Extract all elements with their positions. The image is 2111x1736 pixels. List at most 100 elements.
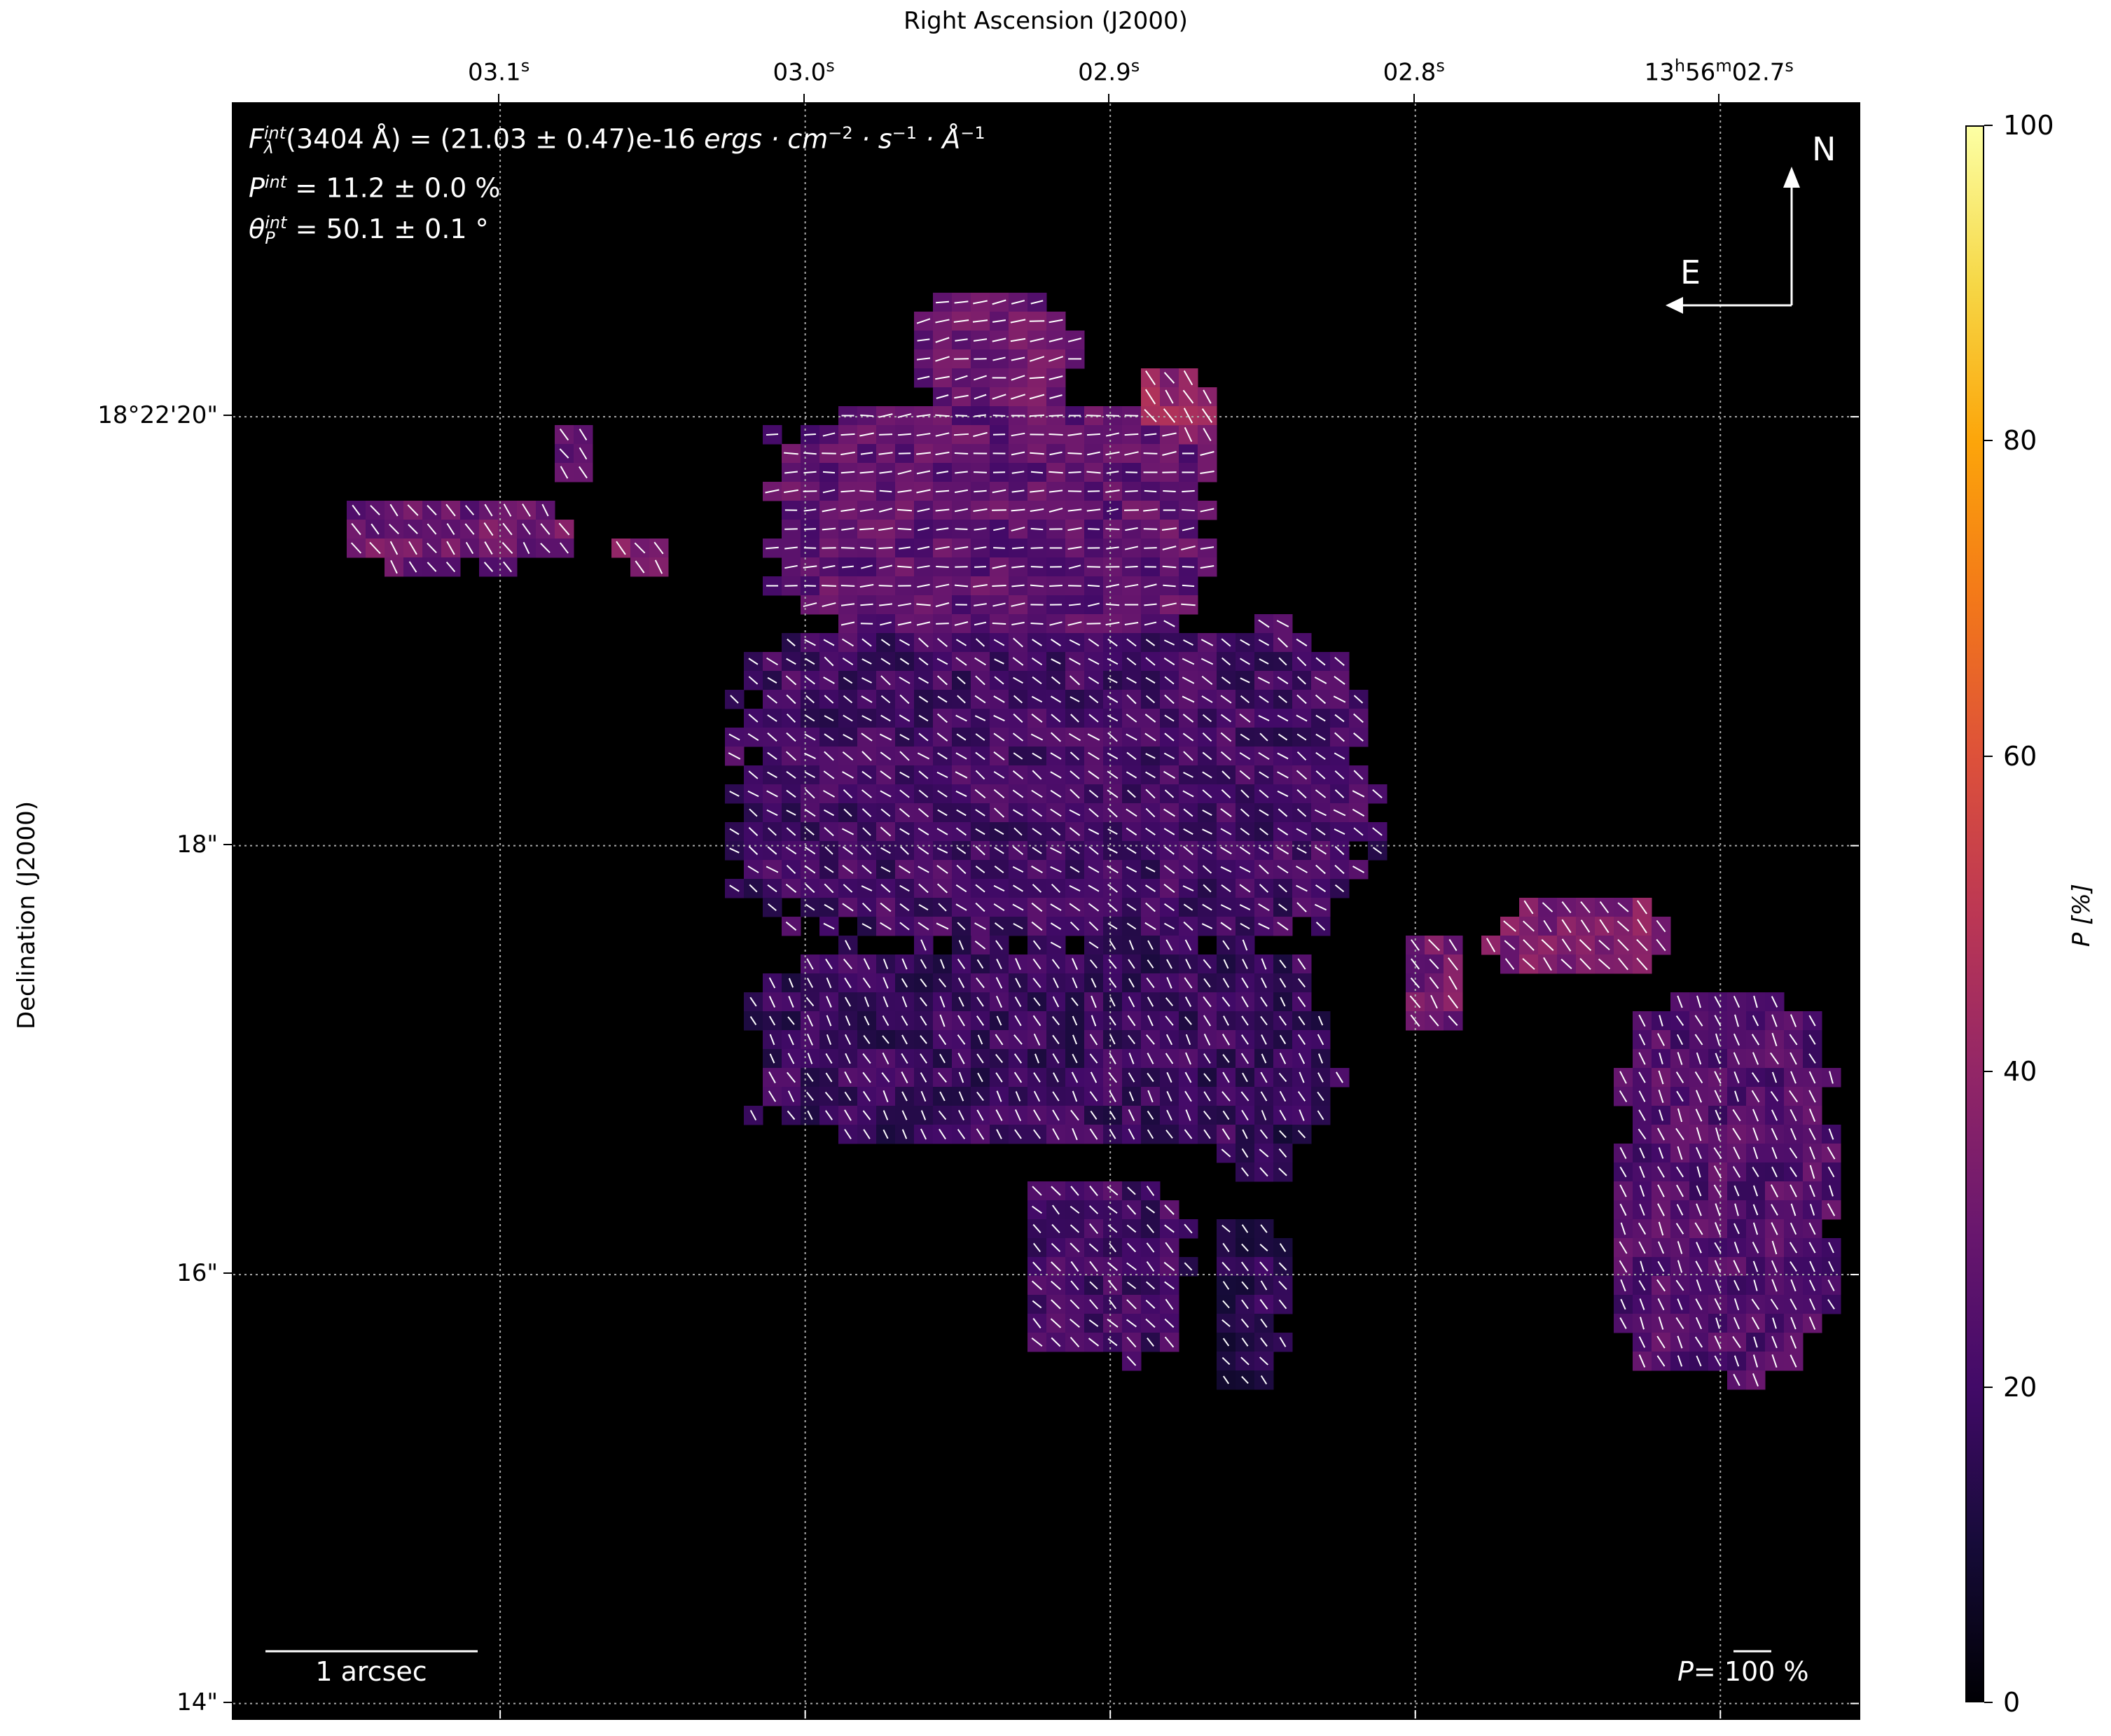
- polarization-vector: [1299, 1109, 1305, 1121]
- polarization-vector: [976, 1109, 984, 1121]
- polarization-vector: [1278, 1148, 1287, 1158]
- polarization-vector: [1258, 639, 1270, 646]
- polarization-vector: [1185, 1034, 1191, 1046]
- polarization-vector: [1334, 864, 1345, 875]
- polarization-vector: [1334, 789, 1345, 798]
- polarization-vector: [939, 996, 946, 1008]
- polarization-vector: [1053, 1072, 1059, 1083]
- polarization-vector: [1352, 808, 1365, 817]
- polarization-vector: [918, 922, 929, 931]
- polarization-vector: [1070, 1261, 1079, 1272]
- polarization-vector: [654, 560, 663, 574]
- polarization-vector: [1714, 1071, 1722, 1084]
- polarization-vector: [1011, 432, 1025, 437]
- compass-east-arrowhead: [1666, 297, 1683, 314]
- polarization-vector: [1031, 657, 1043, 666]
- polarization-vector: [1067, 490, 1082, 492]
- polarization-vector: [822, 585, 836, 587]
- polarization-vector: [992, 602, 1006, 607]
- polarization-vector: [842, 771, 854, 779]
- polarization-vector: [1278, 695, 1287, 704]
- polarization-vector: [1619, 1166, 1627, 1178]
- polarization-vector: [1105, 603, 1120, 606]
- polarization-vector: [918, 527, 929, 532]
- polarization-vector: [1260, 1091, 1268, 1102]
- flux-sub: λ: [263, 138, 275, 158]
- polarization-vector: [1165, 1298, 1174, 1310]
- polarization-vector: [1165, 1034, 1173, 1046]
- polarization-vector: [1790, 1167, 1797, 1177]
- polarization-vector: [784, 452, 798, 455]
- polarization-vector: [842, 903, 854, 912]
- theta-sup: int: [265, 213, 287, 232]
- polarization-vector: [1067, 508, 1082, 512]
- polarization-vector: [766, 657, 778, 666]
- x-tick-mark: [1718, 94, 1720, 102]
- polarization-vector: [1088, 638, 1100, 647]
- polarization-vector: [1183, 828, 1193, 835]
- polarization-vector: [1240, 733, 1250, 741]
- polarization-vector: [1067, 338, 1082, 342]
- polarization-vector: [1012, 657, 1024, 666]
- polarization-vector: [370, 505, 380, 515]
- polarization-vector: [785, 921, 797, 931]
- polarization-vector: [1087, 733, 1100, 741]
- polarization-vector: [1257, 676, 1271, 684]
- polarization-vector: [1125, 490, 1138, 492]
- polarization-vector: [1071, 1071, 1079, 1083]
- polarization-vector: [1353, 695, 1364, 704]
- polarization-vector: [1790, 1279, 1797, 1292]
- polarization-vector: [939, 1091, 946, 1102]
- polarization-vector: [880, 790, 892, 798]
- polarization-vector: [1276, 846, 1289, 855]
- polarization-vector: [994, 866, 1004, 873]
- polarization-vector: [824, 733, 834, 741]
- polarization-vector: [1050, 903, 1062, 911]
- polarization-vector: [1240, 808, 1250, 817]
- polarization-vector: [1734, 1203, 1739, 1216]
- polarization-vector: [634, 542, 646, 554]
- polarization-vector: [1733, 1146, 1740, 1160]
- polarization-vector: [1259, 658, 1269, 665]
- polarization-vector: [1296, 902, 1307, 912]
- polarization-vector: [1240, 789, 1250, 798]
- polarization-vector: [1504, 940, 1516, 950]
- polarization-vector: [1429, 959, 1439, 969]
- polarization-vector: [806, 1091, 814, 1102]
- polarization-vector: [957, 959, 966, 969]
- polarization-vector: [936, 847, 948, 854]
- polarization-vector: [1184, 997, 1192, 1007]
- polarization-vector: [1126, 657, 1137, 666]
- polarization-vector: [859, 489, 874, 493]
- polarization-vector: [862, 1110, 871, 1120]
- polarization-vector: [1753, 1336, 1758, 1348]
- polarization-vector: [1619, 1260, 1628, 1273]
- polarization-vector: [1072, 1053, 1078, 1064]
- polarization-vector: [1297, 958, 1306, 970]
- polarization-vector: [1334, 676, 1345, 685]
- polarization-vector: [767, 884, 777, 893]
- polarization-vector: [1166, 1090, 1172, 1102]
- polarization-vector: [956, 733, 967, 741]
- polarization-vector: [1146, 1281, 1155, 1290]
- polarization-vector: [1067, 527, 1082, 532]
- polarization-vector: [1656, 1355, 1666, 1367]
- polarization-vector: [1240, 658, 1250, 665]
- polarization-vector: [1260, 1224, 1268, 1233]
- polarization-vector: [898, 546, 911, 550]
- polarization-vector: [883, 996, 889, 1008]
- polarization-vector: [1752, 1127, 1759, 1141]
- polarization-vector: [1128, 940, 1135, 950]
- polarization-vector: [879, 733, 892, 741]
- polarization-vector: [1828, 1128, 1834, 1140]
- polarization-vector: [1200, 546, 1214, 550]
- polarization-vector: [1638, 1222, 1647, 1235]
- polarization-vector: [1090, 1110, 1098, 1120]
- polarization-vector: [1200, 565, 1214, 569]
- polarization-vector: [1221, 1224, 1231, 1233]
- polarization-vector: [1030, 508, 1044, 512]
- polarization-vector: [1695, 1298, 1703, 1310]
- polarization-vector: [935, 508, 950, 512]
- polarization-vector: [1734, 1014, 1739, 1027]
- polarization-vector: [1808, 1298, 1816, 1310]
